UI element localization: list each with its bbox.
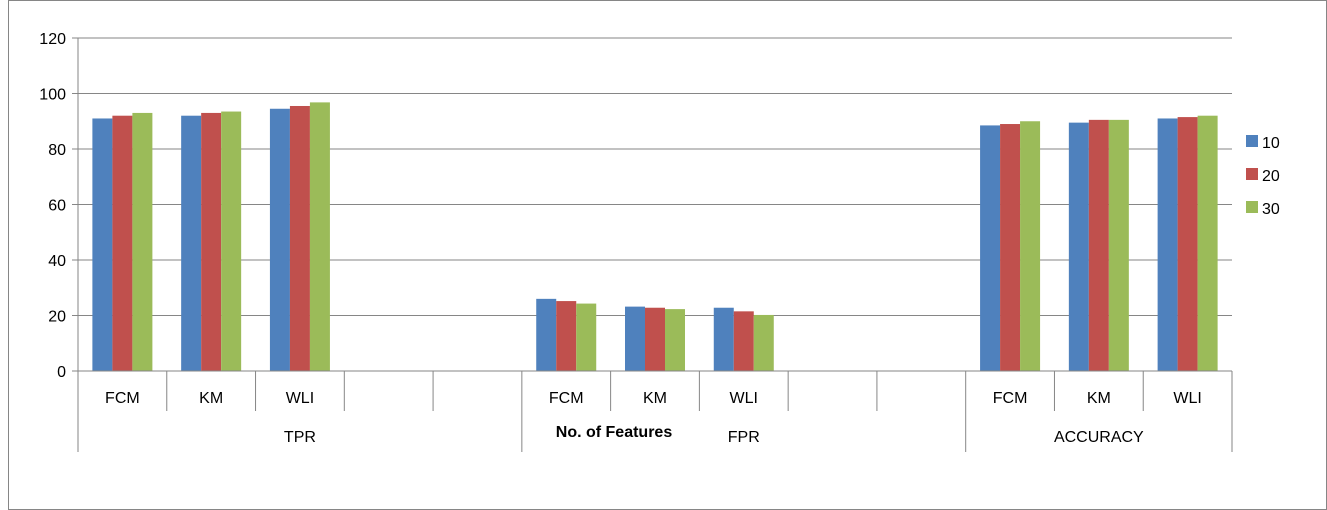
- bars: [92, 102, 1218, 372]
- bar-20: [645, 307, 665, 371]
- category-label: KM: [643, 390, 667, 407]
- bar-10: [625, 306, 645, 371]
- bar-10: [1068, 122, 1089, 371]
- y-tick-label: 0: [57, 364, 66, 381]
- bar-30: [576, 303, 597, 371]
- group-label: ACCURACY: [1054, 429, 1144, 446]
- y-tick-label: 100: [39, 87, 66, 104]
- bar-20: [112, 115, 133, 371]
- legend-label: 10: [1262, 135, 1280, 152]
- bar-20: [1000, 124, 1021, 372]
- bar-10: [269, 108, 290, 371]
- category-label: WLI: [1173, 390, 1201, 407]
- bar-30: [309, 102, 330, 371]
- bar-20: [733, 311, 754, 371]
- bar-20: [201, 112, 222, 372]
- bar-10: [536, 298, 557, 371]
- y-tick-label: 40: [48, 253, 66, 270]
- category-label: FCM: [993, 390, 1028, 407]
- category-label: WLI: [730, 390, 758, 407]
- bar-30: [221, 111, 242, 371]
- y-tick-label: 60: [48, 198, 66, 215]
- bar-30: [132, 112, 153, 372]
- category-label: WLI: [286, 390, 314, 407]
- bar-10: [181, 115, 202, 371]
- category-label: FCM: [549, 390, 584, 407]
- bar-10: [92, 118, 113, 371]
- bar-10: [1157, 118, 1178, 371]
- category-label: KM: [1087, 390, 1111, 407]
- group-label: FPR: [728, 429, 760, 446]
- bar-30: [753, 314, 774, 371]
- category-label: FCM: [105, 390, 140, 407]
- x-axis-title: No. of Features: [556, 424, 673, 441]
- bar-10: [713, 307, 734, 371]
- bar-30: [1108, 119, 1129, 371]
- bar-20: [1177, 117, 1198, 372]
- legend-swatch: [1246, 168, 1258, 180]
- axes: 0 20 40 60 80 100 120 FCM KM WLI FCM KM WLI FCM KM WLI T…: [39, 31, 1233, 452]
- bar-30: [1197, 115, 1218, 371]
- bar-20: [1088, 119, 1109, 371]
- y-tick-label: 20: [48, 309, 66, 326]
- legend-swatch: [1246, 201, 1258, 213]
- bar-20: [556, 301, 577, 371]
- bar-30: [665, 309, 685, 371]
- legend: 10 20 30: [1246, 135, 1280, 218]
- group-label: TPR: [284, 429, 316, 446]
- bar-10: [980, 125, 1001, 371]
- bar-30: [1020, 121, 1041, 371]
- y-tick-label: 80: [48, 142, 66, 159]
- y-tick-label: 120: [39, 31, 66, 48]
- bar-20: [289, 105, 310, 372]
- legend-swatch: [1246, 135, 1258, 147]
- category-label: KM: [199, 390, 223, 407]
- legend-label: 20: [1262, 168, 1280, 185]
- legend-label: 30: [1262, 201, 1280, 218]
